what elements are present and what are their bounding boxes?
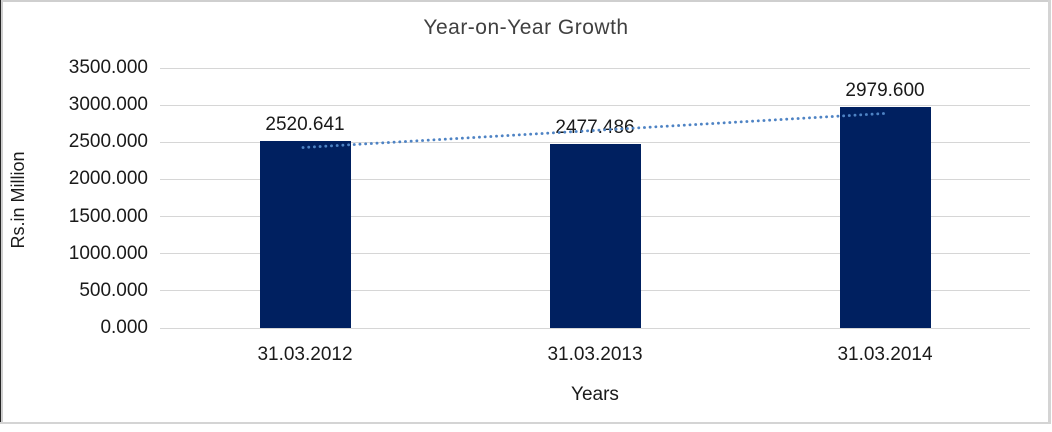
frame-border-left <box>1 0 3 424</box>
bar <box>549 143 641 328</box>
gridline <box>160 104 1030 106</box>
chart-title: Year-on-Year Growth <box>423 16 629 39</box>
y-tick-label: 2500.000 <box>68 131 148 153</box>
x-axis-title: Years <box>571 384 619 405</box>
frame-border-top <box>0 0 1050 2</box>
y-tick-label: 3500.000 <box>68 57 148 78</box>
bar <box>839 106 931 328</box>
y-tick-label: 1000.000 <box>68 242 148 264</box>
y-tick-label: 1500.000 <box>68 205 148 227</box>
y-tick-label: 3000.000 <box>68 94 148 116</box>
category-label: 31.03.2012 <box>257 344 353 365</box>
frame-border-left-dark <box>0 0 1 424</box>
gridline <box>160 67 1030 69</box>
frame-border-right <box>1048 0 1051 424</box>
y-tick-label: 0.000 <box>100 317 148 338</box>
category-label: 31.03.2014 <box>837 344 933 365</box>
category-label: 31.03.2013 <box>547 344 643 365</box>
gridline <box>160 327 1030 329</box>
data-label: 2979.600 <box>845 79 925 101</box>
y-tick-label: 500.000 <box>79 279 148 301</box>
y-tick-label: 2000.000 <box>68 168 148 190</box>
frame-border-bottom <box>0 422 1051 424</box>
data-label: 2520.641 <box>265 113 345 135</box>
data-label: 2477.486 <box>555 116 635 138</box>
bar <box>259 140 351 328</box>
